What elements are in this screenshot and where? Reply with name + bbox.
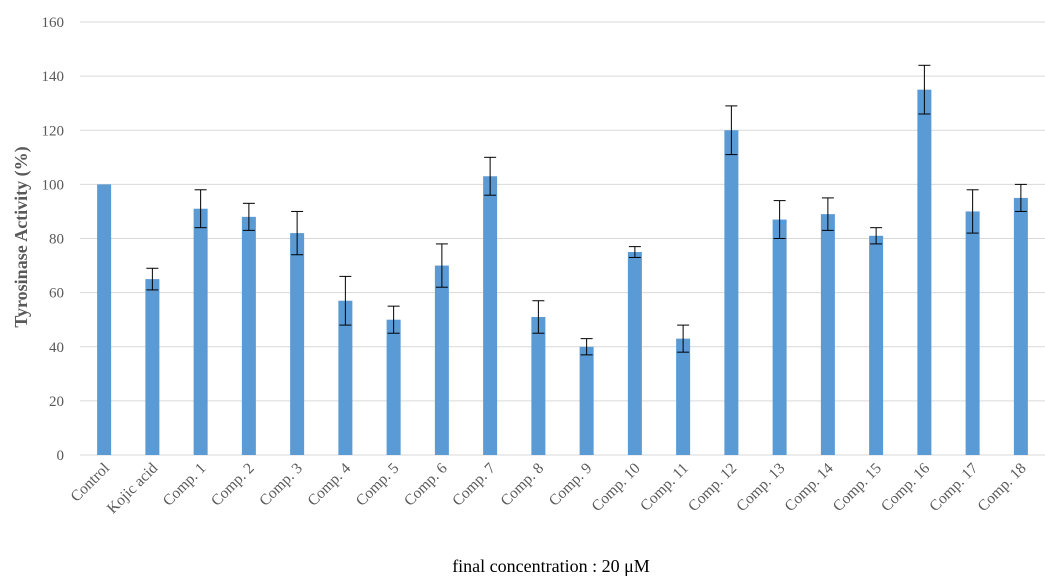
bar [145, 279, 159, 455]
x-tick-label: Comp. 5 [353, 460, 403, 510]
y-tick-label: 80 [49, 232, 64, 248]
bar [194, 209, 208, 455]
bar [628, 252, 642, 455]
x-tick-label: Kojic acid [104, 460, 162, 518]
bar [917, 90, 931, 455]
x-tick-label: Comp. 15 [830, 460, 885, 515]
y-tick-label: 0 [57, 448, 65, 464]
bars [97, 90, 1028, 455]
bar [387, 320, 401, 455]
bar [676, 339, 690, 455]
bar [966, 211, 980, 455]
x-tick-label: Comp. 16 [878, 460, 933, 515]
y-tick-label: 20 [49, 394, 64, 410]
x-tick-label: Comp. 14 [781, 460, 836, 515]
bar [483, 176, 497, 455]
y-axis-title: Tyrosinase Activity (%) [11, 146, 32, 327]
y-tick-label: 160 [42, 15, 65, 31]
x-tick-label: Comp. 2 [208, 460, 258, 510]
x-tick-label: Control [67, 460, 113, 506]
x-tick-label: Comp. 4 [304, 460, 354, 510]
error-bars [146, 65, 1027, 355]
bar [97, 184, 111, 455]
x-tick-label: Comp. 8 [497, 460, 547, 510]
x-tick-label: Comp. 6 [401, 460, 451, 510]
x-tick-label: Comp. 17 [926, 460, 981, 515]
bar [821, 214, 835, 455]
gridlines [80, 22, 1045, 455]
bar [531, 317, 545, 455]
bar [724, 130, 738, 455]
x-tick-label: Comp. 13 [733, 460, 788, 515]
bar [869, 236, 883, 455]
x-tick-label: Comp. 11 [637, 460, 692, 515]
bar [242, 217, 256, 455]
y-tick-label: 60 [49, 286, 64, 302]
y-axis-ticks: 0 20 40 60 80 100 120 140 160 [42, 15, 65, 464]
bar [580, 347, 594, 455]
y-tick-label: 140 [42, 69, 65, 85]
bar [290, 233, 304, 455]
x-tick-label: Comp. 7 [449, 460, 499, 510]
x-tick-label: Comp. 3 [256, 460, 306, 510]
bar [435, 266, 449, 455]
y-tick-label: 40 [49, 340, 64, 356]
y-tick-label: 120 [42, 123, 65, 139]
bar [773, 220, 787, 455]
y-tick-label: 100 [42, 177, 65, 193]
x-tick-label: Comp. 12 [685, 460, 740, 515]
x-tick-label: Comp. 18 [974, 460, 1029, 515]
x-axis-title: final concentration : 20 μM [452, 556, 650, 576]
x-tick-label: Comp. 1 [160, 460, 210, 510]
bar [1014, 198, 1028, 455]
x-tick-label: Comp. 10 [588, 460, 643, 515]
